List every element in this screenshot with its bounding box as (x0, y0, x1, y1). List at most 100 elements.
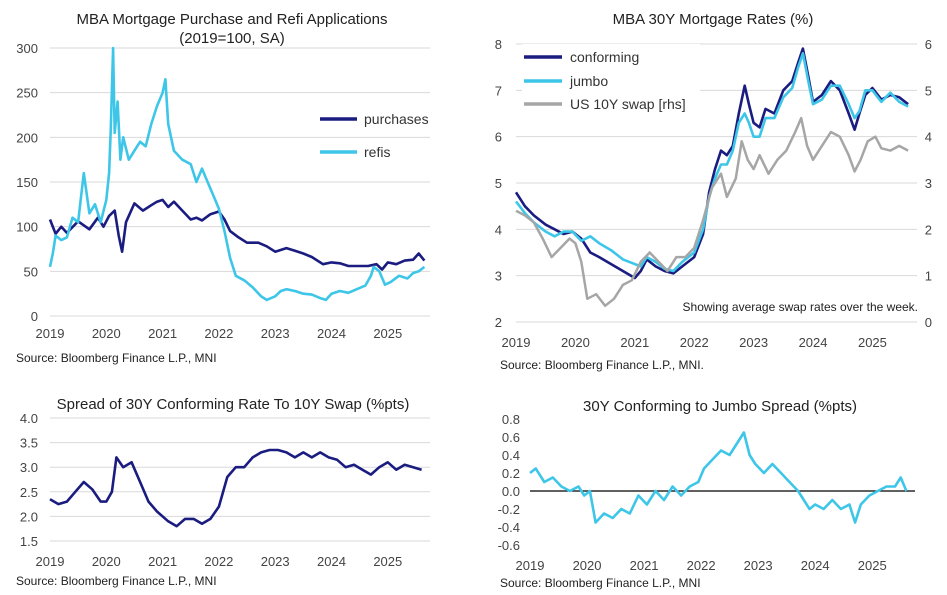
panel-mortgage-rates: MBA 30Y Mortgage Rates (%) 2 3 4 5 6 7 8 0 1 2 3 4… (495, 11, 932, 372)
y-tick-label: 5 (495, 176, 502, 191)
x-tick-label: 2021 (148, 554, 177, 569)
x-tick-label: 2023 (744, 558, 773, 573)
y-right-tick-label: 2 (925, 222, 932, 237)
y-tick-label: 150 (16, 175, 38, 190)
x-tick-label: 2025 (373, 326, 402, 341)
rates-source: Source: Bloomberg Finance L.P., MNI. (500, 358, 704, 372)
y-right-tick-label: 3 (925, 176, 932, 191)
spread-y-axis: 1.5 2.0 2.5 3.0 3.5 4.0 (20, 411, 38, 549)
y-tick-label: 8 (495, 37, 502, 52)
y-tick-label: 0.4 (502, 448, 520, 463)
x-tick-label: 2022 (687, 558, 716, 573)
rates-note: Showing average swap rates over the week… (683, 300, 918, 314)
x-tick-label: 2020 (92, 554, 121, 569)
x-tick-label: 2025 (858, 335, 887, 350)
y-tick-label: 2.5 (20, 485, 38, 500)
y-tick-label: 2.0 (20, 509, 38, 524)
y-tick-label: 100 (16, 220, 38, 235)
y-tick-label: 4.0 (20, 411, 38, 426)
x-tick-label: 2020 (561, 335, 590, 350)
y-tick-label: 50 (24, 264, 38, 279)
y-tick-label: 0.6 (502, 430, 520, 445)
spread-title: Spread of 30Y Conforming Rate To 10Y Swa… (57, 396, 410, 413)
spread-source: Source: Bloomberg Finance L.P., MNI (16, 574, 217, 588)
series-line-us-10y-swap-rhs- (515, 116, 909, 308)
spread-series (49, 448, 422, 528)
y-tick-label: 200 (16, 130, 38, 145)
x-tick-label: 2021 (630, 558, 659, 573)
x-tick-label: 2020 (573, 558, 602, 573)
y-tick-label: 250 (16, 86, 38, 101)
y-tick-label: 300 (16, 41, 38, 56)
series-line-conforming-swap (49, 448, 422, 528)
y-tick-label: 1.5 (20, 534, 38, 549)
x-tick-label: 2023 (261, 326, 290, 341)
jumbo-spread-x-axis: 2019 2020 2021 2022 2023 2024 2025 (516, 558, 887, 573)
y-tick-label: 7 (495, 83, 502, 98)
x-tick-label: 2024 (801, 558, 830, 573)
legend-purchases-label: purchases (364, 111, 429, 127)
series-line-conforming-jumbo (529, 431, 908, 524)
y-tick-label: 3.0 (20, 460, 38, 475)
spread-gridlines (50, 417, 430, 542)
apps-legend: purchases refis (320, 111, 429, 160)
y-right-tick-label: 1 (925, 269, 932, 284)
y-right-tick-label: 5 (925, 83, 932, 98)
x-tick-label: 2024 (799, 335, 828, 350)
x-tick-label: 2019 (36, 554, 65, 569)
x-tick-label: 2020 (92, 326, 121, 341)
x-tick-label: 2025 (858, 558, 887, 573)
rates-x-axis: 2019 2020 2021 2022 2023 2024 2025 (502, 335, 887, 350)
y-tick-label: -0.2 (498, 502, 520, 517)
rates-y-axis-left: 2 3 4 5 6 7 8 (495, 37, 502, 330)
series-line-refis (48, 46, 426, 302)
jumbo-spread-source: Source: Bloomberg Finance L.P., MNI (500, 576, 701, 590)
legend-swap-label: US 10Y swap [rhs] (570, 96, 686, 112)
apps-title: MBA Mortgage Purchase and Refi Applicati… (76, 11, 387, 28)
x-tick-label: 2023 (739, 335, 768, 350)
y-tick-label: 0.0 (502, 484, 520, 499)
jumbo-spread-series (529, 431, 908, 524)
y-right-tick-label: 6 (925, 37, 932, 52)
y-right-tick-label: 0 (925, 315, 932, 330)
y-tick-label: -0.6 (498, 538, 520, 553)
rates-series (514, 47, 909, 308)
apps-subtitle: (2019=100, SA) (179, 30, 285, 47)
y-tick-label: 0.8 (502, 412, 520, 427)
apps-source: Source: Bloomberg Finance L.P., MNI (16, 351, 217, 365)
jumbo-spread-y-axis: -0.6 -0.4 -0.2 0.0 0.2 0.4 0.6 0.8 (498, 412, 520, 553)
x-tick-label: 2023 (261, 554, 290, 569)
rates-title: MBA 30Y Mortgage Rates (%) (613, 11, 814, 28)
legend-refis-label: refis (364, 144, 390, 160)
apps-x-axis: 2019 2020 2021 2022 2023 2024 2025 (36, 326, 403, 341)
spread-x-axis: 2019 2020 2021 2022 2023 2024 2025 (36, 554, 403, 569)
x-tick-label: 2022 (204, 554, 233, 569)
y-tick-label: 3 (495, 269, 502, 284)
x-tick-label: 2019 (36, 326, 65, 341)
series-line-purchases (48, 198, 426, 271)
y-tick-label: 3.5 (20, 436, 38, 451)
x-tick-label: 2024 (317, 326, 346, 341)
y-tick-label: 2 (495, 315, 502, 330)
x-tick-label: 2025 (373, 554, 402, 569)
series-line-jumbo (514, 52, 909, 273)
x-tick-label: 2024 (317, 554, 346, 569)
rates-legend: conforming jumbo US 10Y swap [rhs] (522, 44, 700, 116)
x-tick-label: 2019 (516, 558, 545, 573)
legend-conforming-label: conforming (570, 49, 639, 65)
x-tick-label: 2022 (680, 335, 709, 350)
y-tick-label: 0.2 (502, 466, 520, 481)
apps-series (48, 46, 426, 302)
apps-y-axis: 0 50 100 150 200 250 300 (16, 41, 38, 324)
y-tick-label: 0 (31, 309, 38, 324)
y-tick-label: 6 (495, 130, 502, 145)
y-right-tick-label: 4 (925, 130, 932, 145)
y-tick-label: 4 (495, 222, 502, 237)
jumbo-spread-title: 30Y Conforming to Jumbo Spread (%pts) (583, 398, 857, 415)
x-tick-label: 2021 (620, 335, 649, 350)
x-tick-label: 2022 (204, 326, 233, 341)
panel-conforming-jumbo-spread: 30Y Conforming to Jumbo Spread (%pts) -0… (498, 398, 915, 590)
panel-conforming-swap-spread: Spread of 30Y Conforming Rate To 10Y Swa… (16, 396, 430, 588)
y-tick-label: -0.4 (498, 520, 520, 535)
